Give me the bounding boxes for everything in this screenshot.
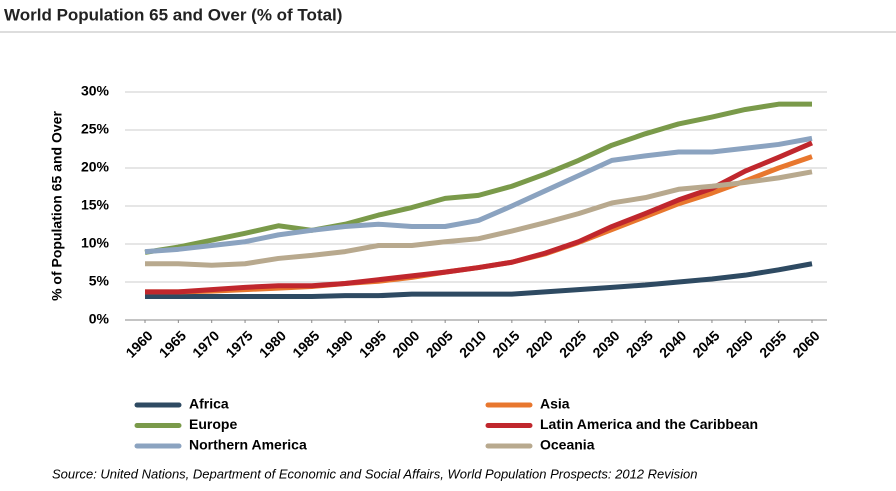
legend-label: Europe (189, 416, 237, 432)
series-line (145, 140, 813, 295)
y-axis-label: % of Population 65 and Over (49, 111, 65, 301)
x-tick-label: 2040 (656, 327, 689, 360)
series-line (144, 101, 812, 255)
x-tick-label: 2015 (489, 327, 522, 360)
x-tick-label: 2055 (756, 327, 789, 360)
x-tick-label: 1980 (256, 327, 289, 360)
x-tick-label: 2050 (723, 327, 756, 360)
x-tick-label: 2045 (689, 327, 722, 360)
x-tick-label: 1985 (289, 327, 322, 360)
x-tick-label: 1960 (122, 327, 155, 360)
series-line (145, 169, 813, 268)
x-tick-label: 1975 (222, 327, 255, 360)
legend-label: Oceania (540, 437, 595, 453)
x-tick-label: 2005 (423, 327, 456, 360)
x-tick-label: 1965 (156, 327, 189, 360)
legend-label: Latin America and the Caribbean (540, 416, 758, 432)
y-tick-label: 0% (89, 311, 110, 327)
x-tick-label: 2060 (789, 327, 822, 360)
y-tick-label: 20% (81, 159, 110, 175)
x-tick-label: 2025 (556, 327, 589, 360)
legend-label: Asia (540, 396, 570, 412)
y-tick-label: 15% (81, 197, 110, 213)
series-line (145, 154, 813, 295)
x-tick-label: 2035 (623, 327, 656, 360)
y-tick-label: 5% (89, 273, 110, 289)
x-tick-label: 2030 (589, 327, 622, 360)
source-note: Source: United Nations, Department of Ec… (52, 466, 698, 481)
x-tick-label: 1995 (356, 327, 389, 360)
x-tick-label: 2020 (523, 327, 556, 360)
x-tick-label: 1970 (189, 327, 222, 360)
x-tick-label: 2010 (456, 327, 489, 360)
chart-title: World Population 65 and Over (% of Total… (4, 5, 342, 24)
x-tick-label: 1990 (322, 327, 355, 360)
series-line (145, 261, 813, 299)
x-tick-label: 2000 (389, 327, 422, 360)
y-tick-label: 10% (81, 235, 110, 251)
y-tick-label: 30% (81, 83, 110, 99)
legend-label: Northern America (189, 437, 307, 453)
series-line (144, 135, 813, 255)
legend-label: Africa (189, 396, 229, 412)
y-tick-label: 25% (81, 121, 110, 137)
